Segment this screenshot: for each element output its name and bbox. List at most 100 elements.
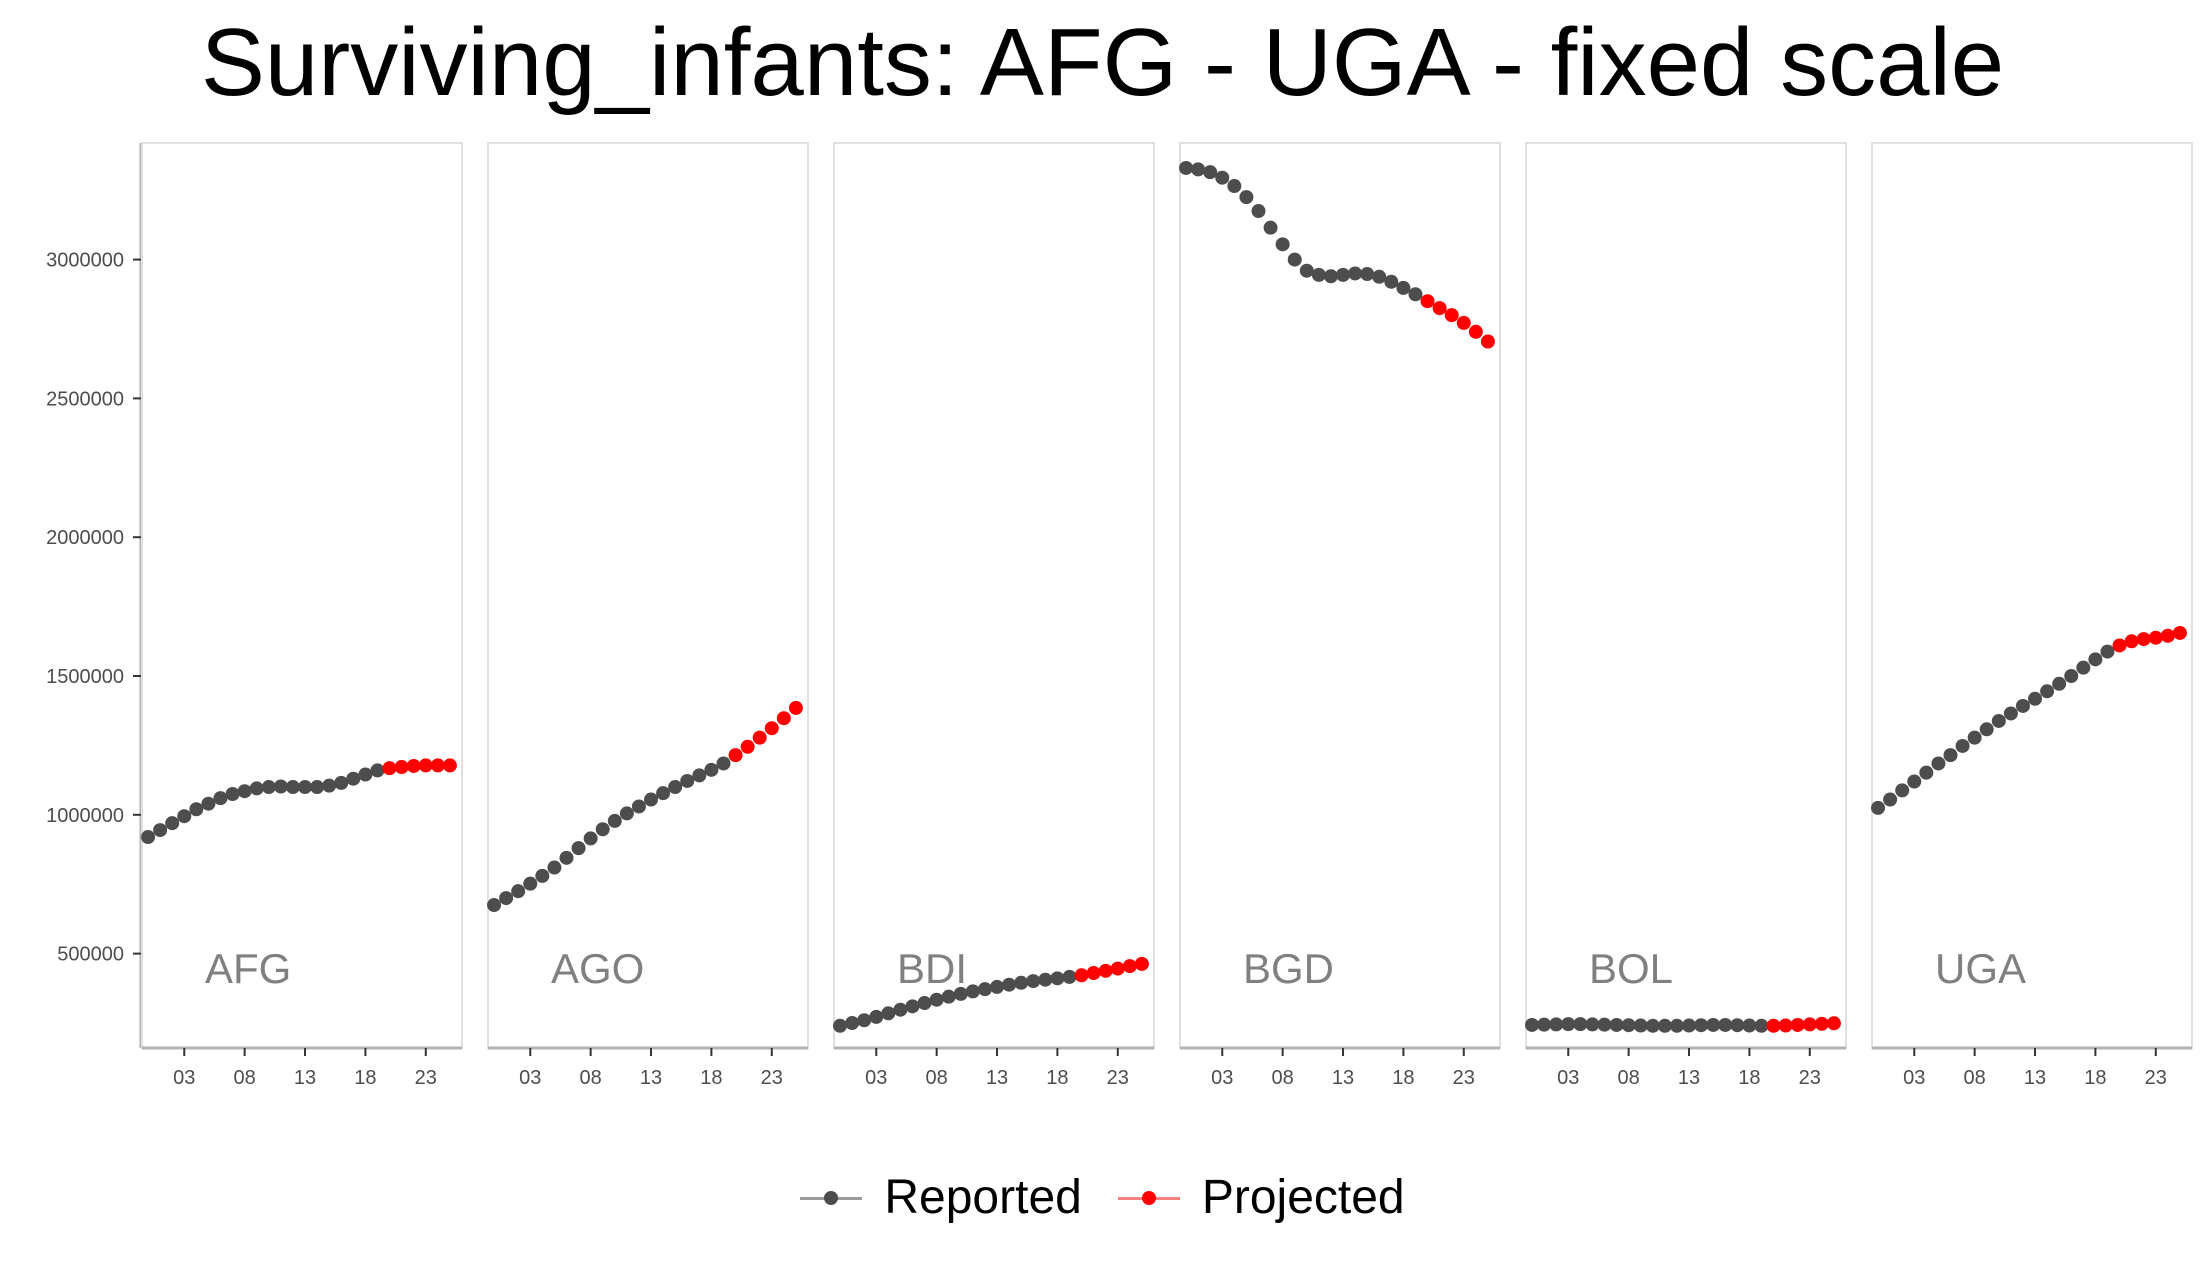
legend-item-reported: Reported — [800, 1170, 1082, 1225]
projected-point-bgd — [1456, 315, 1471, 330]
reported-point-bgd — [1191, 162, 1206, 177]
reported-point-bdi — [941, 989, 956, 1004]
reported-point-uga — [1907, 774, 1922, 789]
projected-point-afg — [406, 758, 421, 773]
reported-point-bol — [1657, 1018, 1672, 1033]
reported-point-bol — [1561, 1017, 1576, 1032]
x-tick-label: 03 — [865, 1067, 887, 1089]
x-tick-label: 13 — [640, 1067, 662, 1089]
reported-point-bgd — [1287, 252, 1302, 267]
reported-point-ago — [487, 898, 502, 913]
x-tick-label: 03 — [1557, 1067, 1579, 1089]
y-tick-label: 2000000 — [46, 527, 124, 549]
reported-point-ago — [631, 799, 646, 814]
reported-point-bol — [1694, 1018, 1709, 1033]
x-tick-label: 23 — [1453, 1067, 1475, 1089]
x-tick-label: 18 — [1046, 1067, 1068, 1089]
panel-label: BOL — [1589, 945, 1673, 992]
reported-point-bdi — [1014, 975, 1029, 990]
reported-point-uga — [1943, 748, 1958, 763]
reported-point-bol — [1597, 1017, 1612, 1032]
legend-label-projected: Projected — [1201, 1171, 1405, 1224]
reported-point-bol — [1645, 1018, 1660, 1033]
reported-point-bgd — [1360, 267, 1375, 282]
reported-point-bol — [1706, 1017, 1721, 1032]
projected-point-afg — [418, 758, 433, 773]
reported-point-uga — [2100, 644, 2115, 659]
reported-point-afg — [370, 763, 385, 778]
reported-point-uga — [2028, 691, 2043, 706]
reported-point-bdi — [929, 992, 944, 1007]
reported-point-bdi — [917, 996, 932, 1011]
reported-point-ago — [607, 813, 622, 828]
reported-point-afg — [322, 778, 337, 793]
x-tick-label: 03 — [1211, 1067, 1233, 1089]
x-tick-label: 08 — [926, 1067, 948, 1089]
reported-point-bdi — [893, 1002, 908, 1017]
reported-point-bgd — [1299, 263, 1314, 278]
reported-point-bol — [1730, 1018, 1745, 1033]
projected-point-bdi — [1074, 968, 1089, 983]
x-tick-label: 08 — [234, 1067, 256, 1089]
legend: Reported Projected — [0, 1170, 2205, 1225]
reported-point-ago — [619, 806, 634, 821]
projected-point-ago — [776, 711, 791, 726]
projected-point-bol — [1814, 1016, 1829, 1031]
reported-point-bol — [1742, 1018, 1757, 1033]
reported-point-afg — [237, 784, 252, 799]
reported-point-bdi — [905, 999, 920, 1014]
reported-point-afg — [189, 802, 204, 817]
projected-point-ago — [740, 739, 755, 754]
reported-point-bdi — [881, 1006, 896, 1021]
reported-point-uga — [1979, 722, 1994, 737]
reported-point-bol — [1754, 1018, 1769, 1033]
y-tick-label: 500000 — [57, 944, 124, 966]
x-tick-label: 13 — [1678, 1067, 1700, 1089]
reported-point-uga — [1919, 765, 1934, 780]
reported-point-afg — [298, 780, 313, 795]
reported-point-bol — [1669, 1018, 1684, 1033]
x-tick-label: 23 — [761, 1067, 783, 1089]
legend-key-projected — [1117, 1183, 1180, 1213]
panel-label: BGD — [1243, 945, 1334, 992]
reported-point-ago — [499, 891, 514, 906]
reported-point-ago — [523, 876, 538, 891]
x-tick-label: 23 — [415, 1067, 437, 1089]
reported-point-uga — [2015, 698, 2030, 713]
x-tick-label: 03 — [519, 1067, 541, 1089]
x-tick-label: 23 — [2145, 1067, 2167, 1089]
projected-point-bol — [1790, 1017, 1805, 1032]
projected-point-bdi — [1086, 966, 1101, 981]
reported-point-uga — [1955, 738, 1970, 753]
panel-border-bdi — [833, 142, 1155, 1049]
reported-point-bgd — [1408, 287, 1423, 302]
projected-point-bgd — [1420, 294, 1435, 309]
panel-border-bol — [1525, 142, 1847, 1049]
reported-point-bdi — [977, 982, 992, 997]
projected-point-uga — [2172, 625, 2187, 640]
reported-point-ago — [656, 786, 671, 801]
reported-point-ago — [692, 768, 707, 783]
x-tick-label: 08 — [1618, 1067, 1640, 1089]
reported-point-ago — [583, 831, 598, 846]
reported-point-afg — [225, 786, 240, 801]
projected-point-afg — [430, 758, 445, 773]
reported-point-ago — [511, 884, 526, 899]
projected-point-bol — [1778, 1018, 1793, 1033]
x-tick-label: 13 — [986, 1067, 1008, 1089]
projected-point-uga — [2136, 632, 2151, 647]
reported-point-bdi — [965, 984, 980, 999]
projected-point-ago — [728, 748, 743, 763]
reported-point-ago — [680, 773, 695, 788]
y-tick-label: 1500000 — [46, 666, 124, 688]
reported-point-bol — [1621, 1018, 1636, 1033]
x-tick-label: 13 — [1332, 1067, 1354, 1089]
legend-label-reported: Reported — [884, 1171, 1082, 1224]
projected-point-afg — [442, 758, 457, 773]
reported-point-uga — [2076, 660, 2091, 675]
x-tick-label: 18 — [1392, 1067, 1414, 1089]
x-tick-label: 23 — [1799, 1067, 1821, 1089]
reported-point-uga — [1871, 800, 1886, 815]
reported-point-bgd — [1179, 160, 1194, 175]
